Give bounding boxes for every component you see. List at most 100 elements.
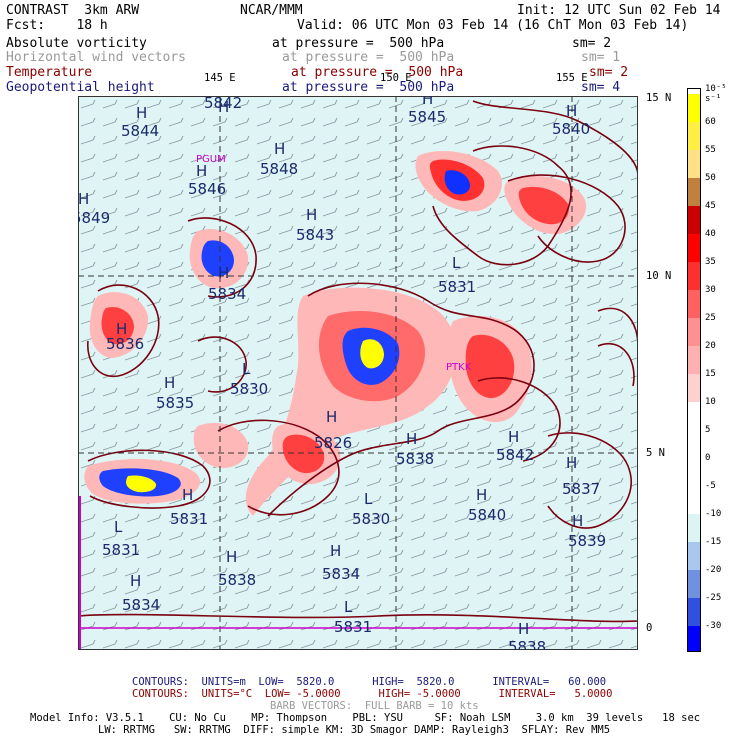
center-value: 5845: [408, 108, 446, 126]
contour-info-temperature: CONTOURS: UNITS=°C LOW= -5.0000 HIGH= -5…: [132, 688, 613, 700]
station-pgum: PGUM: [196, 154, 226, 165]
center-value: 5831: [102, 541, 140, 559]
center-letter: H: [274, 140, 285, 158]
center-letter: H: [518, 620, 529, 638]
colorbar-swatch: [687, 542, 701, 570]
center-value: 5842: [496, 446, 534, 464]
colorbar-swatch: [687, 458, 701, 486]
colorbar-unit: 10⁻⁵ s⁻¹: [705, 84, 727, 104]
center-value: 5837: [562, 480, 600, 498]
colorbar-swatch: [687, 318, 701, 346]
center-value: 5848: [260, 160, 298, 178]
field-smooth-wind: sm= 1: [581, 50, 621, 65]
colorbar-swatch: [687, 514, 701, 542]
center-value: 5838: [218, 571, 256, 589]
field-level-temperature: at pressure = 500 hPa: [291, 65, 464, 80]
center-value: 5831: [334, 618, 372, 636]
center-value: 5844: [121, 122, 159, 140]
pressure-centers: H 5842 H 5844 H 5848 H 5846 H 5849 H 584…: [78, 96, 606, 650]
field-name-height: Geopotential height: [6, 80, 155, 95]
field-level-height: at pressure = 500 hPa: [282, 80, 455, 95]
center-value: 5834: [322, 565, 360, 583]
colorbar-label: -5: [705, 481, 716, 491]
center-letter: L: [242, 360, 251, 378]
valid-time: Valid: 06 UTC Mon 03 Feb 14 (16 ChT Mon …: [297, 18, 689, 33]
center-value: 5842: [204, 96, 242, 112]
center-letter: H: [116, 320, 127, 338]
lon-label-145: 145 E: [204, 72, 236, 84]
center-letter: H: [78, 190, 89, 208]
colorbar-swatch: [687, 178, 701, 206]
center-letter: L: [452, 254, 461, 272]
center-value: 5830: [230, 380, 268, 398]
colorbar-swatch: [687, 598, 701, 626]
colorbar-swatch: [687, 234, 701, 262]
colorbar-label: 10: [705, 397, 716, 407]
center-value: 5849: [78, 209, 110, 227]
center-value: 5831: [438, 278, 476, 296]
center-letter: H: [218, 264, 229, 282]
center-value: 5838: [396, 450, 434, 468]
center-value: 5836: [106, 335, 144, 353]
center-value: 5846: [188, 180, 226, 198]
center-value: 5840: [468, 506, 506, 524]
center-letter: H: [330, 542, 341, 560]
center-value: 5840: [552, 120, 590, 138]
lat-label-5n: 5 N: [646, 447, 665, 459]
center-letter: H: [182, 486, 193, 504]
init-time: Init: 12 UTC Sun 02 Feb 14: [517, 3, 721, 18]
center-letter: H: [566, 102, 577, 120]
weather-map: PGUM PTKK H 5842 H 5844 H 5848 H 5846 H …: [78, 96, 638, 650]
colorbar-label: -25: [705, 593, 722, 603]
center-value: 5834: [208, 285, 246, 303]
center-letter: H: [572, 512, 583, 530]
colorbar-label: 45: [705, 201, 716, 211]
model-info-line1: Model Info: V3.5.1 CU: No Cu MP: Thompso…: [30, 712, 701, 724]
colorbar-label: 0: [705, 453, 711, 463]
colorbar-label: 60: [705, 117, 716, 127]
vorticity-shading: [84, 151, 587, 516]
colorbar-swatch: [687, 150, 701, 178]
center-letter: L: [364, 490, 373, 508]
forecast-hour: Fcst: 18 h: [6, 18, 108, 33]
center-value: 5835: [156, 394, 194, 412]
field-name-wind: Horizontal wind vectors: [6, 50, 187, 65]
colorbar-label: -30: [705, 621, 722, 631]
center-value: 5834: [122, 596, 160, 614]
colorbar-label: 30: [705, 285, 716, 295]
lat-label-10n: 10 N: [646, 270, 672, 282]
field-smooth-height: sm= 4: [581, 80, 621, 95]
colorbar-label: 25: [705, 313, 716, 323]
colorbar-label: 5: [705, 425, 711, 435]
center-letter: H: [196, 162, 207, 180]
colorbar-label: -15: [705, 537, 722, 547]
colorbar-swatch: [687, 402, 701, 430]
center-letter: H: [306, 206, 317, 224]
center-letter: H: [508, 428, 519, 446]
field-level-wind: at pressure = 500 hPa: [282, 50, 455, 65]
center-letter: H: [218, 98, 229, 116]
colorbar-label: -10: [705, 509, 722, 519]
colorbar-swatch: [687, 206, 701, 234]
temperature-contours: [78, 100, 638, 623]
colorbar-swatch: [687, 486, 701, 514]
lon-label-155: 155 E: [556, 72, 588, 84]
field-level-vorticity: at pressure = 500 hPa: [272, 36, 445, 51]
colorbar-label: 40: [705, 229, 716, 239]
lon-label-150: 150 E: [380, 72, 412, 84]
center-letter: L: [344, 598, 353, 616]
field-name-temperature: Temperature: [6, 65, 93, 80]
colorbar-swatch: [687, 94, 701, 122]
colorbar-label: 20: [705, 341, 716, 351]
center-letter: H: [326, 408, 337, 426]
colorbar-label: 55: [705, 145, 716, 155]
center-letter: H: [164, 374, 175, 392]
center-value: 5839: [568, 532, 606, 550]
agency-label: NCAR/MMM: [240, 3, 303, 18]
center-letter: H: [566, 454, 577, 472]
center-letter: H: [136, 104, 147, 122]
center-value: 5826: [314, 434, 352, 452]
colorbar-swatch: [687, 626, 701, 652]
center-value: 5838: [508, 638, 546, 650]
model-info-line2: LW: RRTMG SW: RRTMG DIFF: simple KM: 3D …: [98, 724, 611, 736]
